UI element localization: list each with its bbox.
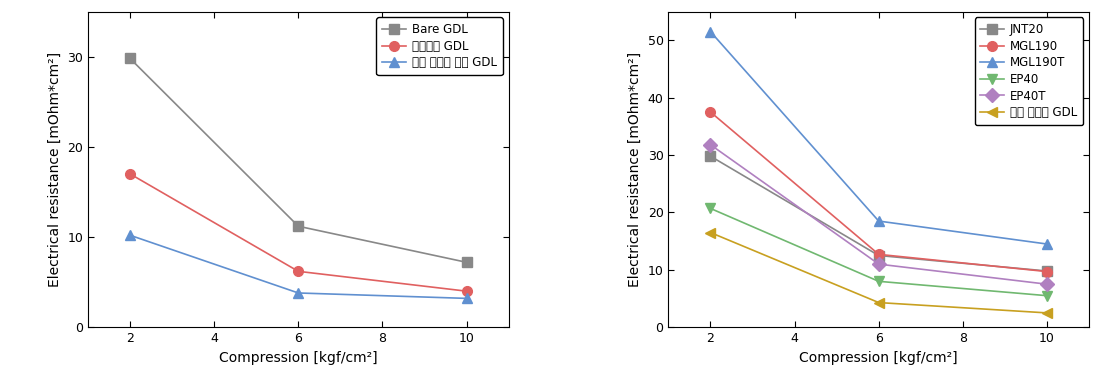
JNT20 bbox=[704, 154, 717, 159]
니켈 테프론 도금 GDL bbox=[123, 233, 136, 238]
Legend: Bare GDL, 니켈도금 GDL, 니켈 테프론 도금 GDL: Bare GDL, 니켈도금 GDL, 니켈 테프론 도금 GDL bbox=[376, 17, 503, 75]
니켈도금 GDL bbox=[123, 172, 136, 176]
니켈도금 GDL bbox=[460, 289, 473, 293]
Bare GDL bbox=[460, 260, 473, 264]
Line: 니켈도금 GDL: 니켈도금 GDL bbox=[125, 169, 472, 296]
Line: JNT20: JNT20 bbox=[705, 151, 1052, 276]
EP40 bbox=[704, 206, 717, 211]
EP40T bbox=[704, 142, 717, 147]
Bare GDL bbox=[123, 56, 136, 61]
MGL190 bbox=[872, 252, 886, 257]
EP40T bbox=[872, 262, 886, 266]
X-axis label: Compression [kgf/cm²]: Compression [kgf/cm²] bbox=[219, 351, 377, 365]
MGL190 bbox=[1041, 269, 1054, 274]
Line: MGL190T: MGL190T bbox=[705, 27, 1052, 249]
EP40 bbox=[872, 279, 886, 284]
Line: EP40: EP40 bbox=[705, 204, 1052, 301]
MGL190T bbox=[704, 29, 717, 34]
EP40 bbox=[1041, 293, 1054, 298]
MGL190T bbox=[1041, 242, 1054, 246]
니켈 테프론 GDL bbox=[872, 300, 886, 305]
Line: EP40T: EP40T bbox=[705, 140, 1052, 289]
JNT20 bbox=[1041, 269, 1054, 273]
니켈도금 GDL bbox=[292, 269, 305, 274]
Line: Bare GDL: Bare GDL bbox=[125, 54, 472, 267]
Bare GDL bbox=[292, 224, 305, 229]
X-axis label: Compression [kgf/cm²]: Compression [kgf/cm²] bbox=[800, 351, 958, 365]
JNT20 bbox=[872, 253, 886, 258]
Line: MGL190: MGL190 bbox=[705, 107, 1052, 276]
니켈 테프론 GDL bbox=[1041, 311, 1054, 315]
MGL190T bbox=[872, 219, 886, 223]
니켈 테프론 도금 GDL bbox=[460, 296, 473, 301]
Line: 니켈 테프론 GDL: 니켈 테프론 GDL bbox=[705, 228, 1052, 318]
Y-axis label: Electrical resistance [mOhm*cm²]: Electrical resistance [mOhm*cm²] bbox=[628, 52, 642, 287]
Legend: JNT20, MGL190, MGL190T, EP40, EP40T, 니켈 테프론 GDL: JNT20, MGL190, MGL190T, EP40, EP40T, 니켈 … bbox=[975, 17, 1084, 125]
MGL190 bbox=[704, 110, 717, 114]
Y-axis label: Electrical resistance [mOhm*cm²]: Electrical resistance [mOhm*cm²] bbox=[47, 52, 62, 287]
Line: 니켈 테프론 도금 GDL: 니켈 테프론 도금 GDL bbox=[125, 230, 472, 303]
니켈 테프론 GDL bbox=[704, 230, 717, 235]
EP40T bbox=[1041, 282, 1054, 286]
니켈 테프론 도금 GDL bbox=[292, 291, 305, 295]
